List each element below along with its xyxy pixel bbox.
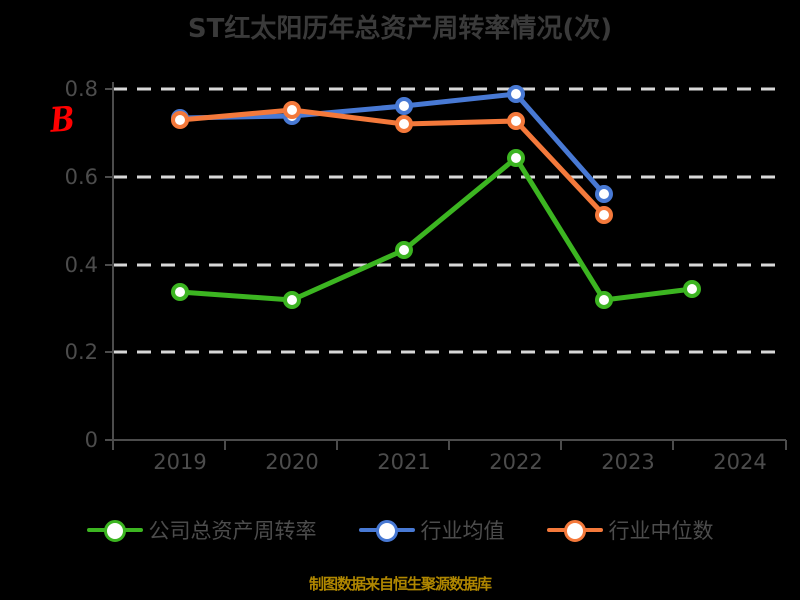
chart-title: ST红太阳历年总资产周转率情况(次) <box>187 14 613 44</box>
ytick-label-0.4: 0.4 <box>64 253 98 277</box>
y-tick-marks <box>105 88 113 441</box>
xtick-label-2022: 2022 <box>489 450 543 474</box>
data-point <box>283 291 301 309</box>
xtick-label-2020: 2020 <box>265 450 319 474</box>
chart-legend: 公司总资产周转率 行业均值 行业中位数 <box>0 515 800 545</box>
data-point <box>683 280 701 298</box>
legend-item-company-asset-turnover[interactable]: 公司总资产周转率 <box>86 515 317 545</box>
legend-marker-blue <box>358 517 415 543</box>
x-tick-marks <box>112 440 787 450</box>
ytick-label-0: 0 <box>84 428 98 452</box>
legend-label-industry-average: 行业均值 <box>420 519 505 543</box>
legend-item-industry-median[interactable]: 行业中位数 <box>546 515 714 545</box>
series-line-industry-average <box>171 85 613 203</box>
data-point <box>171 111 189 129</box>
xtick-label-2024: 2024 <box>713 450 767 474</box>
data-point <box>507 85 525 103</box>
data-point <box>283 101 301 119</box>
ytick-label-0.6: 0.6 <box>64 165 98 189</box>
ytick-label-0.8: 0.8 <box>64 77 98 101</box>
data-point <box>595 185 613 203</box>
gridlines <box>113 87 780 354</box>
data-point <box>595 206 613 224</box>
data-point <box>395 97 413 115</box>
data-point <box>395 115 413 133</box>
red-watermark-mark: B <box>48 99 76 141</box>
series-line-industry-median <box>171 101 613 224</box>
xtick-label-2021: 2021 <box>377 450 431 474</box>
legend-label-company-asset-turnover: 公司总资产周转率 <box>148 519 317 543</box>
data-point <box>171 283 189 301</box>
xtick-label-2023: 2023 <box>601 450 655 474</box>
source-note: 制图数据来自恒生聚源数据库 <box>308 575 492 593</box>
legend-marker-green <box>86 517 143 543</box>
data-point <box>507 149 525 167</box>
data-point <box>507 112 525 130</box>
legend-marker-orange <box>546 517 603 543</box>
xtick-label-2019: 2019 <box>153 450 207 474</box>
legend-label-industry-median: 行业中位数 <box>608 519 714 543</box>
data-point <box>395 241 413 259</box>
legend-item-industry-average[interactable]: 行业均值 <box>358 515 505 545</box>
axis-lines <box>112 82 786 441</box>
series-line-company-asset-turnover <box>171 149 701 309</box>
ytick-label-0.2: 0.2 <box>64 340 98 364</box>
data-point <box>595 291 613 309</box>
